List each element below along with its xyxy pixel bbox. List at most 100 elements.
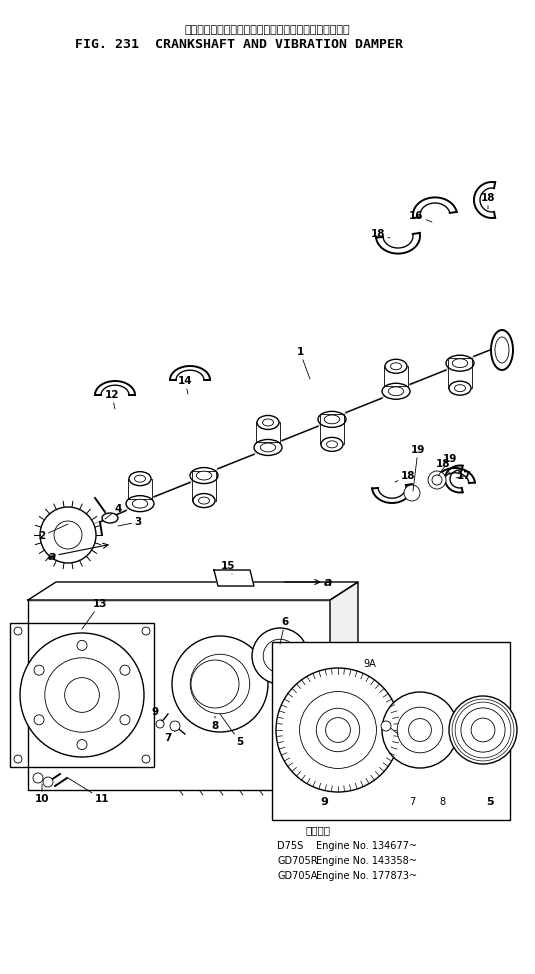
Ellipse shape <box>190 468 218 483</box>
Ellipse shape <box>495 337 509 363</box>
Text: 3: 3 <box>118 517 142 527</box>
Ellipse shape <box>318 411 346 428</box>
Text: 2: 2 <box>39 524 68 541</box>
Circle shape <box>263 639 297 673</box>
Ellipse shape <box>126 496 154 511</box>
Polygon shape <box>28 582 358 600</box>
Circle shape <box>252 628 308 684</box>
Circle shape <box>381 721 391 731</box>
Bar <box>10 623 154 767</box>
Text: a: a <box>285 576 332 588</box>
Circle shape <box>428 471 446 489</box>
Text: 17: 17 <box>456 471 471 481</box>
Circle shape <box>142 755 150 763</box>
Text: 5: 5 <box>486 797 494 807</box>
Text: Engine No. 143358~: Engine No. 143358~ <box>316 856 417 866</box>
Circle shape <box>471 718 495 742</box>
Text: 5: 5 <box>220 714 243 747</box>
Circle shape <box>120 715 130 725</box>
Ellipse shape <box>385 359 407 373</box>
Circle shape <box>404 485 420 501</box>
Text: 9A: 9A <box>364 659 377 669</box>
Text: a: a <box>48 543 108 563</box>
Ellipse shape <box>129 471 151 486</box>
Text: 6: 6 <box>280 617 288 644</box>
Text: 1: 1 <box>296 347 310 379</box>
Ellipse shape <box>324 415 340 424</box>
Circle shape <box>326 718 350 742</box>
Text: 4: 4 <box>105 504 121 519</box>
Circle shape <box>190 655 250 714</box>
Text: 16: 16 <box>409 211 432 222</box>
Text: 12: 12 <box>105 390 119 409</box>
Text: 18: 18 <box>481 193 495 209</box>
Polygon shape <box>384 366 408 387</box>
Text: D75S: D75S <box>277 841 303 851</box>
Circle shape <box>34 715 44 725</box>
Ellipse shape <box>449 381 471 395</box>
Circle shape <box>77 739 87 750</box>
Polygon shape <box>214 570 254 586</box>
Polygon shape <box>256 423 280 442</box>
Circle shape <box>43 777 53 787</box>
Circle shape <box>14 755 22 763</box>
Circle shape <box>34 665 44 675</box>
Circle shape <box>77 640 87 651</box>
Circle shape <box>33 773 43 783</box>
Text: 11: 11 <box>68 778 109 804</box>
Ellipse shape <box>102 513 118 523</box>
Ellipse shape <box>254 439 282 456</box>
Ellipse shape <box>321 437 343 451</box>
Text: 18: 18 <box>371 229 390 239</box>
Text: GD705R: GD705R <box>277 856 318 866</box>
Ellipse shape <box>263 419 273 426</box>
Text: 適用番号: 適用番号 <box>305 825 331 835</box>
Ellipse shape <box>382 383 410 399</box>
Text: 18: 18 <box>435 459 450 474</box>
Circle shape <box>120 665 130 675</box>
Text: 10: 10 <box>35 784 49 804</box>
Circle shape <box>276 668 400 792</box>
Circle shape <box>14 627 22 635</box>
Polygon shape <box>320 414 344 444</box>
Circle shape <box>45 657 119 732</box>
Ellipse shape <box>134 475 146 482</box>
Text: GD705A: GD705A <box>277 871 317 881</box>
Text: クランクシャフト　および　バイブレーション　ダンパ: クランクシャフト および バイブレーション ダンパ <box>184 25 350 35</box>
Bar <box>28 600 330 790</box>
Text: Engine No. 134677~: Engine No. 134677~ <box>316 841 417 851</box>
Text: 8: 8 <box>439 797 445 807</box>
Circle shape <box>20 633 144 757</box>
Text: Engine No. 177873~: Engine No. 177873~ <box>316 871 417 881</box>
Ellipse shape <box>257 416 279 430</box>
Circle shape <box>142 627 150 635</box>
Text: 8: 8 <box>211 716 219 731</box>
Text: 9: 9 <box>320 797 328 807</box>
Circle shape <box>316 708 360 752</box>
Ellipse shape <box>326 441 338 448</box>
Ellipse shape <box>132 500 148 508</box>
Ellipse shape <box>446 356 474 371</box>
Text: 7: 7 <box>164 731 175 743</box>
Ellipse shape <box>455 385 465 392</box>
Text: 19: 19 <box>411 445 425 491</box>
Ellipse shape <box>193 494 215 507</box>
Circle shape <box>65 678 100 712</box>
Circle shape <box>382 692 458 768</box>
Text: 9: 9 <box>151 707 162 721</box>
Text: 14: 14 <box>178 376 192 394</box>
Polygon shape <box>330 582 358 790</box>
Circle shape <box>409 719 431 741</box>
Circle shape <box>191 660 239 708</box>
Text: 15: 15 <box>221 561 235 574</box>
Circle shape <box>300 692 377 768</box>
Ellipse shape <box>491 330 513 370</box>
Circle shape <box>432 475 442 485</box>
Ellipse shape <box>452 358 468 367</box>
Polygon shape <box>128 478 152 499</box>
Ellipse shape <box>198 497 210 505</box>
Circle shape <box>397 707 443 753</box>
Circle shape <box>172 636 268 732</box>
Circle shape <box>205 668 235 699</box>
Circle shape <box>170 721 180 731</box>
